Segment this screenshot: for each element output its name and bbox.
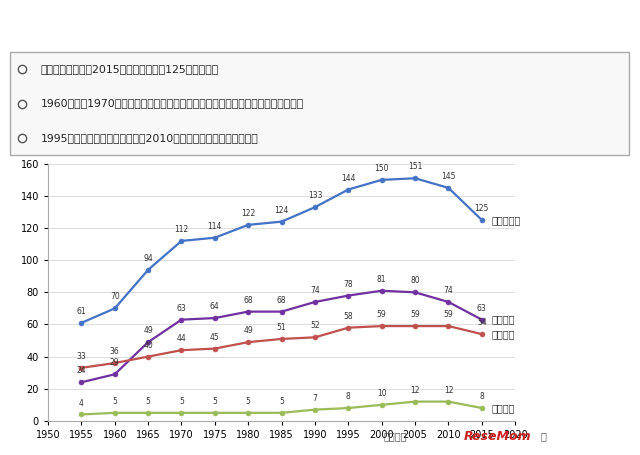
Text: 54: 54 [477,318,486,327]
Text: 63: 63 [477,303,486,313]
Text: 150: 150 [374,164,389,173]
Text: 52: 52 [310,321,320,330]
Text: 4: 4 [79,399,84,408]
Text: 我が国の工学部は2015年時点で全国に125学部存在。: 我が国の工学部は2015年時点で全国に125学部存在。 [41,64,219,74]
Text: 63: 63 [177,303,186,313]
Text: 125: 125 [475,204,489,213]
Text: 1960年から1970年にかけて工学部数が増加、私立大学工学部の増加が主な要因。: 1960年から1970年にかけて工学部数が増加、私立大学工学部の増加が主な要因。 [41,99,304,108]
Text: 124: 124 [275,206,289,215]
Text: 33: 33 [77,352,86,361]
FancyBboxPatch shape [10,52,629,155]
Text: 44: 44 [177,334,186,343]
Text: 64: 64 [210,302,220,311]
Text: 12: 12 [410,386,420,394]
Text: 145: 145 [441,172,456,181]
Text: 70: 70 [110,293,120,302]
Text: 49: 49 [243,326,253,335]
Text: 144: 144 [341,173,356,182]
Text: 122: 122 [241,209,255,218]
Text: 36: 36 [110,347,120,356]
Text: （出典：: （出典： [384,431,408,441]
Text: 94: 94 [143,254,153,263]
Text: 59: 59 [410,310,420,319]
Text: 151: 151 [408,162,422,172]
Text: 国立大学: 国立大学 [492,329,515,339]
Text: 10: 10 [377,389,387,398]
Text: 7: 7 [312,394,317,403]
Text: 5: 5 [279,397,284,406]
Text: 5: 5 [179,397,184,406]
Text: 8: 8 [479,392,484,401]
Text: 112: 112 [174,225,189,234]
Text: 49: 49 [143,326,153,335]
Text: 81: 81 [377,275,387,284]
Text: 5: 5 [246,397,251,406]
Text: 58: 58 [344,312,353,321]
Text: 68: 68 [276,296,287,305]
Text: 40: 40 [143,341,153,349]
Text: 59: 59 [444,310,453,319]
Text: 5: 5 [212,397,218,406]
Text: 国公私合計: 国公私合計 [492,215,521,225]
Text: 78: 78 [344,280,353,288]
Text: 12: 12 [444,386,453,394]
Text: ReseMom: ReseMom [464,430,532,443]
Text: 74: 74 [444,286,453,295]
Text: 公立大学: 公立大学 [492,403,515,413]
Text: 61: 61 [77,307,86,316]
Text: 8: 8 [346,392,351,401]
Text: 私立大学: 私立大学 [492,315,515,325]
Text: 80: 80 [410,276,420,285]
Text: 1995年頃まで増加を続けた後、2010年頃まで工学部数は横ばい。: 1995年頃まで増加を続けた後、2010年頃まで工学部数は横ばい。 [41,133,259,143]
Text: 59: 59 [377,310,387,319]
Text: 5: 5 [146,397,150,406]
Text: 68: 68 [243,296,253,305]
Text: 5: 5 [112,397,117,406]
Text: ）: ） [541,431,547,441]
Text: 29: 29 [110,359,120,367]
Text: 51: 51 [276,323,287,332]
Text: 24: 24 [77,366,86,375]
Text: 45: 45 [210,333,220,342]
Text: 74: 74 [310,286,320,295]
Text: 133: 133 [308,191,322,200]
Text: 114: 114 [207,222,222,231]
Text: ９．我が国の工学部「数」の推移: ９．我が国の工学部「数」の推移 [239,15,401,33]
